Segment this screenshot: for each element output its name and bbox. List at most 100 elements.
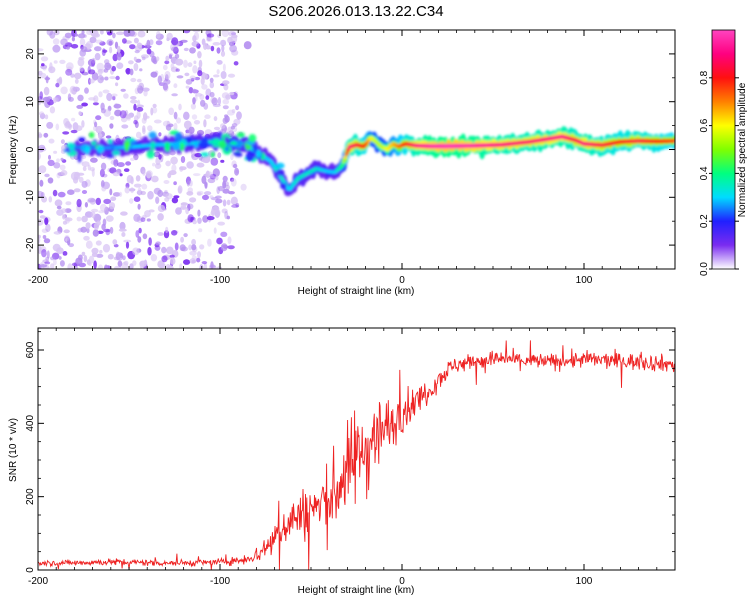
- noise-blob: [206, 37, 213, 42]
- noise-blob: [63, 229, 70, 234]
- noise-blob: [221, 30, 229, 38]
- noise-blob: [188, 244, 193, 251]
- noise-blob: [201, 261, 208, 265]
- noise-blob: [92, 33, 100, 38]
- noise-blob: [217, 221, 225, 226]
- noise-blob: [213, 74, 220, 78]
- noise-blob: [162, 64, 168, 71]
- noise-blob: [109, 167, 117, 174]
- noise-blob: [110, 159, 118, 165]
- snr-ylabel: SNR (10 * v/v): [8, 418, 19, 482]
- noise-blob: [135, 131, 142, 139]
- noise-blob: [222, 105, 229, 110]
- noise-blob: [150, 254, 158, 262]
- noise-blob: [235, 202, 240, 208]
- ridge-blob: [150, 141, 156, 147]
- noise-blob: [68, 124, 72, 128]
- noise-blob: [176, 117, 181, 124]
- noise-blob: [77, 58, 85, 67]
- ridge-blob: [123, 140, 131, 148]
- noise-blob: [127, 30, 136, 37]
- noise-blob: [142, 170, 146, 176]
- noise-blob: [83, 255, 88, 263]
- noise-blob: [91, 72, 99, 81]
- noise-blob: [152, 162, 156, 167]
- noise-blob: [85, 222, 91, 229]
- x-tick-label: -100: [210, 576, 230, 587]
- noise-blob: [230, 178, 237, 187]
- noise-blob: [217, 152, 222, 159]
- ridge-blob: [96, 145, 105, 154]
- noise-blob: [137, 85, 144, 94]
- noise-blob: [79, 66, 84, 72]
- noise-blob: [73, 188, 81, 193]
- y-tick-label: -20: [25, 237, 36, 252]
- noise-blob: [52, 44, 61, 53]
- noise-blob: [105, 229, 111, 236]
- snr-frame: [37, 327, 676, 571]
- noise-blob: [53, 162, 61, 169]
- noise-blob: [183, 47, 189, 52]
- noise-blob: [233, 61, 239, 66]
- noise-blob: [170, 63, 175, 70]
- noise-blob: [191, 114, 198, 120]
- noise-blob: [192, 35, 197, 42]
- ridge-blob: [232, 151, 242, 156]
- noise-blob: [133, 103, 137, 111]
- noise-blob: [97, 75, 104, 84]
- noise-blob: [94, 46, 102, 52]
- noise-blob: [221, 208, 228, 214]
- noise-blob: [53, 231, 62, 235]
- noise-blob: [123, 168, 130, 173]
- noise-blob: [125, 161, 132, 166]
- noise-blob: [62, 251, 68, 256]
- noise-blob: [123, 93, 129, 99]
- noise-blob: [76, 216, 82, 222]
- ridge-blob: [172, 141, 181, 151]
- noise-blob: [133, 37, 139, 44]
- noise-blob: [197, 217, 202, 224]
- noise-blob: [227, 191, 235, 195]
- noise-blob: [46, 121, 54, 129]
- noise-blob: [216, 60, 223, 65]
- noise-blob: [221, 244, 228, 248]
- x-tick-label: -200: [28, 576, 48, 587]
- noise-blob: [243, 41, 252, 50]
- noise-blob: [171, 93, 178, 97]
- noise-blob: [89, 36, 97, 44]
- noise-blob: [38, 190, 44, 199]
- noise-blob: [106, 31, 113, 36]
- colorbar: 0.0 0.2 0.4 0.6 0.8 Normalized spectral ampl…: [699, 29, 748, 276]
- colorbar-tick-label: 0.0: [699, 262, 710, 276]
- ridge-blob: [107, 153, 115, 159]
- noise-blob: [135, 175, 141, 182]
- noise-blob: [81, 155, 87, 159]
- snr-panel: -200 -100 0 100 0 200 400 600 Height of straig…: [8, 327, 676, 596]
- ridge-blob: [174, 132, 183, 142]
- noise-blob: [67, 263, 73, 269]
- noise-blob: [222, 117, 228, 124]
- noise-blob: [158, 154, 162, 160]
- noise-blob: [133, 119, 138, 125]
- noise-blob: [76, 198, 82, 208]
- noise-blob: [116, 62, 124, 69]
- x-tick-label: 100: [576, 275, 593, 286]
- noise-blob: [81, 251, 86, 256]
- noise-blob: [53, 30, 60, 36]
- noise-blob: [173, 111, 178, 120]
- noise-blob: [104, 62, 112, 71]
- noise-blob: [185, 78, 193, 85]
- noise-blob: [179, 166, 184, 172]
- snr-series-line: [38, 340, 675, 570]
- noise-blob: [146, 218, 151, 222]
- noise-blob: [138, 227, 142, 234]
- noise-blob: [92, 102, 99, 106]
- noise-blob: [99, 41, 106, 46]
- y-tick-label: 0: [25, 567, 36, 573]
- noise-blob: [135, 58, 142, 63]
- noise-blob: [211, 97, 218, 106]
- noise-blob: [231, 32, 236, 36]
- noise-blob: [213, 126, 221, 131]
- noise-blob: [130, 99, 138, 104]
